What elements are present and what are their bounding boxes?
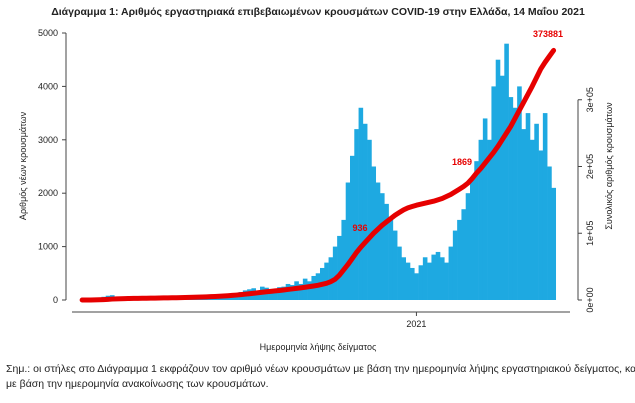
bar [508, 97, 514, 300]
bar [290, 285, 295, 300]
bar [435, 251, 441, 300]
bar [272, 289, 278, 300]
y-tick-label: 5000 [38, 28, 58, 38]
bar [542, 113, 548, 300]
bar [358, 107, 364, 300]
bar [255, 290, 261, 300]
bar [307, 281, 312, 300]
bar [465, 193, 471, 300]
x-tick-label: 2021 [406, 319, 426, 329]
bar [341, 219, 347, 300]
bar [517, 86, 522, 301]
annotation: 1869 [452, 157, 472, 167]
bar [440, 257, 445, 300]
bar [410, 267, 415, 300]
chart: Διάγραμμα 1: Αριθμός εργαστηριακά επιβεβ… [18, 6, 614, 352]
bar [491, 86, 497, 301]
note-line: με βάση την ημερομηνία ανακοίνωσης των κ… [6, 378, 269, 390]
bar [328, 257, 334, 300]
bar [422, 257, 428, 300]
bar [285, 283, 291, 300]
bar [512, 107, 518, 300]
bar [388, 219, 394, 300]
bar [534, 123, 539, 300]
bar [380, 193, 385, 300]
x-axis-label: Ημερομηνία λήψης δείγματος [260, 342, 377, 352]
bar [461, 209, 467, 300]
bar [375, 182, 381, 300]
bar [482, 118, 488, 300]
bar [392, 230, 398, 300]
y-tick-label: 0 [53, 295, 58, 305]
bar [500, 75, 505, 300]
y-tick-label: 2000 [38, 188, 58, 198]
bar [277, 287, 282, 300]
bar [362, 123, 368, 300]
y-tick-label: 3000 [38, 135, 58, 145]
bar [525, 113, 531, 300]
bar [281, 286, 287, 300]
note-line: Σημ.: οι στήλες στο Διάγραμμα 1 εκφράζου… [6, 363, 635, 375]
bar [448, 246, 454, 300]
y-tick-label: 1000 [38, 242, 58, 252]
bar [474, 161, 479, 300]
bar [452, 230, 458, 300]
bar [298, 283, 304, 300]
y2-tick-label: 2e+05 [585, 154, 595, 179]
bar [414, 273, 419, 300]
chart-title: Διάγραμμα 1: Αριθμός εργαστηριακά επιβεβ… [51, 6, 585, 18]
y2-tick-label: 3e+05 [585, 87, 595, 112]
note: Σημ.: οι στήλες στο Διάγραμμα 1 εκφράζου… [6, 362, 635, 392]
bar [547, 166, 552, 300]
bar [418, 265, 424, 300]
y2-axis-label: Συνολικός αριθμός κρουσμάτων [604, 102, 614, 230]
bar [332, 246, 338, 300]
y2-tick-label: 1e+05 [585, 221, 595, 246]
bar [504, 43, 509, 301]
y-tick-label: 4000 [38, 81, 58, 91]
bar [405, 262, 411, 300]
bar [427, 262, 432, 300]
bar [401, 257, 407, 300]
bar [350, 155, 355, 300]
bar [444, 262, 449, 300]
annotation: 373881 [533, 29, 563, 39]
bar [495, 59, 501, 301]
y2-tick-label: 0e+00 [585, 287, 595, 312]
bar [487, 139, 492, 300]
bar [551, 187, 557, 300]
bar [538, 150, 544, 300]
annotation: 936 [352, 223, 367, 233]
bar [530, 139, 535, 300]
y-axis-label: Αριθμός νέων κρουσμάτων [18, 111, 28, 220]
bar [457, 219, 462, 300]
bar [384, 203, 389, 300]
bar [268, 291, 274, 300]
cumulative-line [79, 47, 557, 303]
bar [397, 246, 402, 300]
bar [431, 254, 437, 300]
bar [367, 139, 372, 300]
bar [521, 129, 527, 300]
bar [337, 235, 342, 300]
bar [470, 177, 475, 300]
bar [345, 182, 351, 300]
bar [354, 129, 359, 300]
bar [478, 139, 484, 300]
